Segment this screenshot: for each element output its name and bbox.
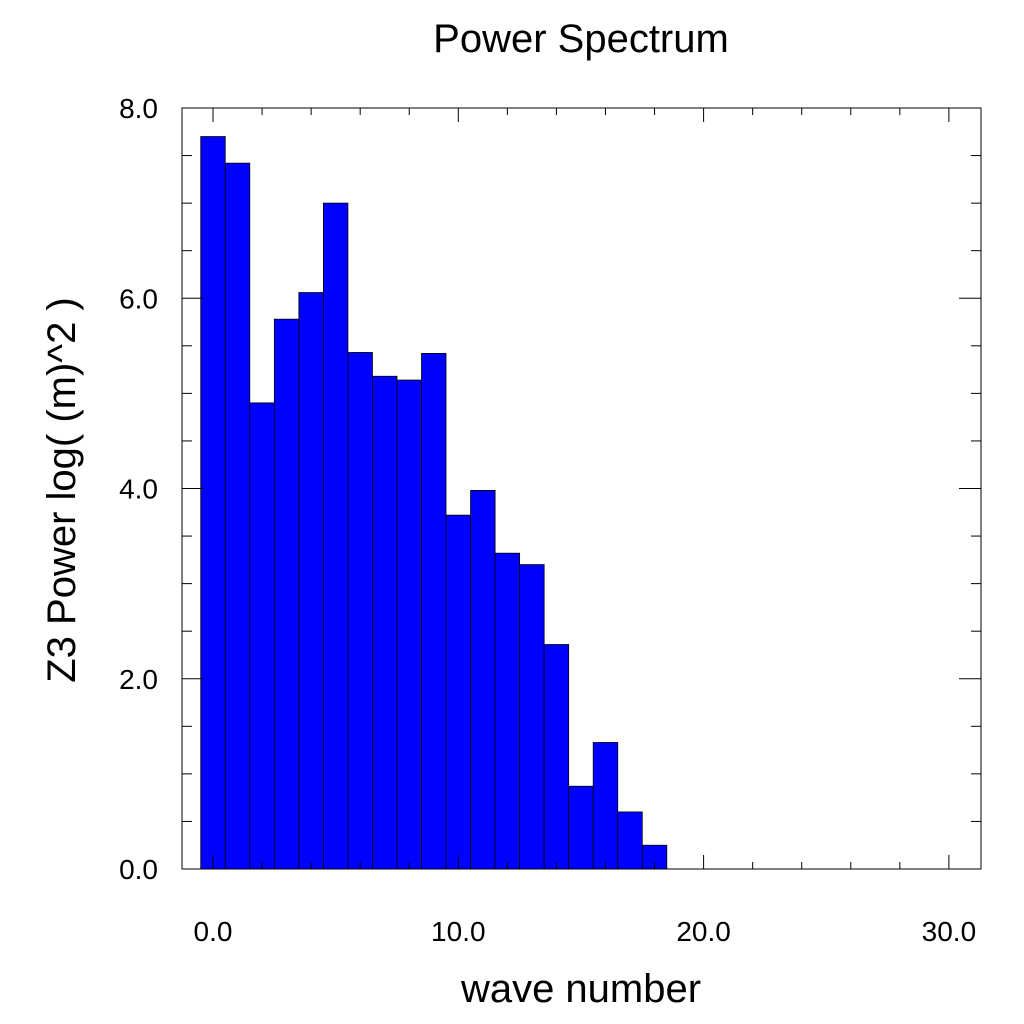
y-tick-label: 0.0 (119, 854, 158, 885)
bar-wave-3 (273, 318, 300, 870)
bar-wave-2 (249, 402, 275, 870)
x-tick-label: 0.0 (194, 916, 233, 947)
bar-wave-6 (347, 352, 373, 870)
bar-wave-1 (224, 162, 251, 870)
bars-group (200, 136, 668, 870)
bar-wave-0 (200, 136, 226, 870)
y-tick-label: 4.0 (119, 474, 158, 505)
y-tick-label: 6.0 (119, 283, 158, 314)
y-tick-label: 2.0 (119, 664, 158, 695)
bar-wave-7 (372, 375, 398, 870)
plot-frame (181, 107, 982, 870)
x-tick-labels: 0.0 10.0 20.0 30.0 (194, 916, 977, 947)
y-axis-label: Z3 Power log( (m)^2 ) (40, 297, 84, 683)
x-tick-label: 10.0 (431, 916, 486, 947)
bar-wave-5 (322, 202, 349, 870)
bar-wave-9 (421, 353, 447, 870)
x-tick-label: 30.0 (922, 916, 977, 947)
bar-wave-10 (445, 514, 471, 870)
bar-wave-16 (592, 742, 619, 870)
bar-wave-8 (396, 379, 422, 870)
bar-wave-13 (519, 564, 545, 870)
bar-wave-12 (494, 552, 521, 870)
x-tick-label: 20.0 (676, 916, 731, 947)
y-tick-label: 8.0 (119, 93, 158, 124)
bar-wave-14 (543, 644, 570, 870)
x-axis-label: wave number (460, 967, 701, 1011)
chart-title: Power Spectrum (433, 17, 729, 61)
bar-wave-17 (617, 811, 643, 870)
bar-wave-11 (470, 490, 496, 870)
bar-wave-15 (568, 785, 594, 870)
ticks-group (182, 107, 981, 870)
bar-wave-4 (298, 292, 324, 870)
y-tick-labels: 0.0 2.0 4.0 6.0 8.0 (119, 93, 158, 885)
